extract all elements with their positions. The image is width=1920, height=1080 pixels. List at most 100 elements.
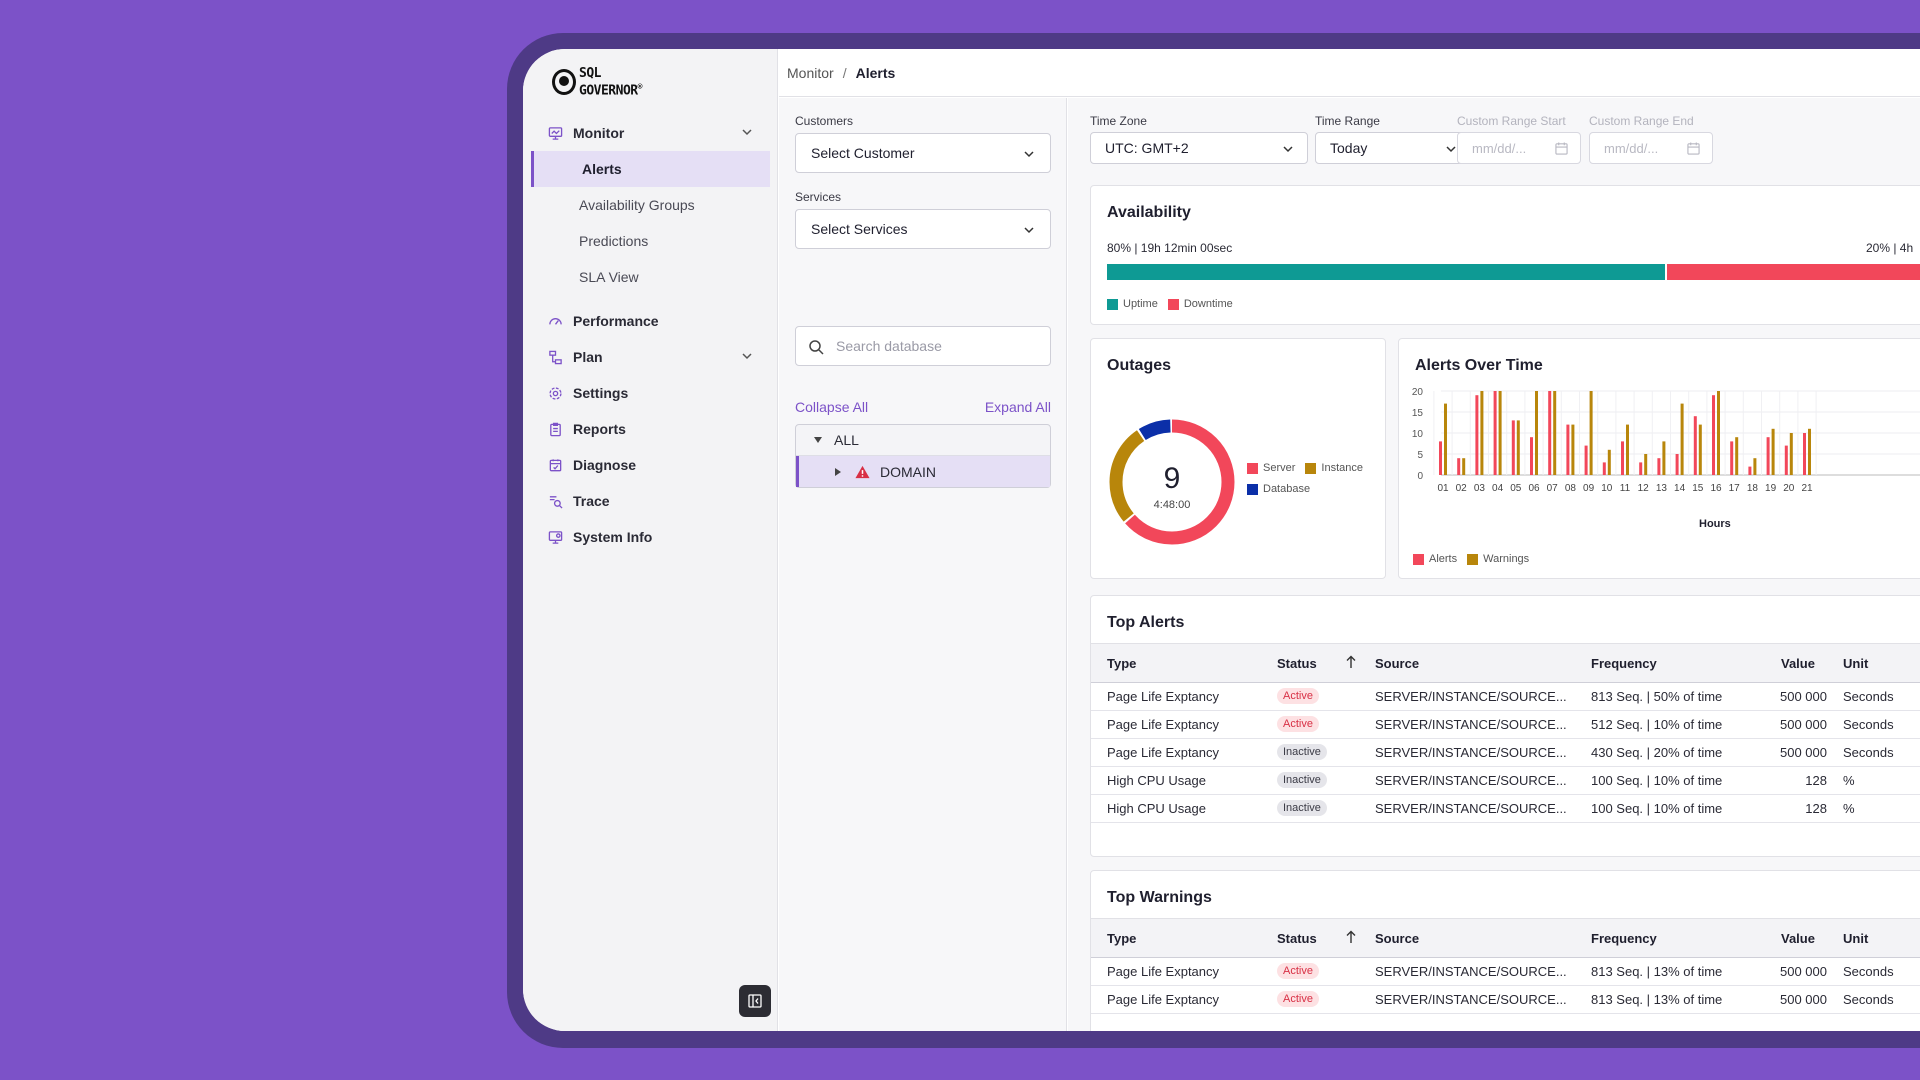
bar-warnings-04 [1498, 391, 1502, 475]
cell-frequency: 813 Seq. | 13% of time [1591, 964, 1723, 979]
database-tree: ALL DOMAIN [795, 424, 1051, 488]
tree-node-all[interactable]: ALL [796, 425, 1050, 456]
chart-title: Alerts Over Time [1415, 357, 1543, 374]
col-type[interactable]: Type [1107, 656, 1137, 671]
uptime-label: 80% | 19h 12min 00sec [1107, 241, 1233, 255]
col-value[interactable]: Value [1781, 656, 1815, 671]
table-row[interactable]: High CPU Usage Inactive SERVER/INSTANCE/SO… [1091, 795, 1920, 823]
x-tick-label: 05 [1510, 483, 1522, 494]
custom-end-input[interactable]: mm/dd/... [1589, 132, 1713, 164]
table-row[interactable]: Page Life Exptancy Active SERVER/INSTANCE/… [1091, 986, 1920, 1014]
cell-type: High CPU Usage [1107, 773, 1206, 788]
cell-source: SERVER/INSTANCE/SOURCE... [1375, 964, 1567, 979]
sidebar-item-label: Performance [573, 313, 659, 329]
sidebar-item-reports[interactable]: Reports [523, 411, 778, 447]
sidebar-item-diagnose[interactable]: Diagnose [523, 447, 778, 483]
sidebar-item-monitor[interactable]: Monitor [523, 115, 778, 151]
table-row[interactable]: Page Life Exptancy Active SERVER/INSTANCE/… [1091, 958, 1920, 986]
timerange-select[interactable]: Today [1315, 132, 1471, 164]
col-value[interactable]: Value [1781, 931, 1815, 946]
col-source[interactable]: Source [1375, 656, 1420, 671]
col-unit[interactable]: Unit [1843, 656, 1869, 671]
col-unit[interactable]: Unit [1843, 931, 1869, 946]
alerts-over-time-card: Alerts Over Time 0 5 10 15 20 01 02 03 04 05 06 07 0… [1398, 338, 1920, 579]
col-type[interactable]: Type [1107, 931, 1137, 946]
sidebar-item-plan[interactable]: Plan [523, 339, 778, 375]
sidebar-subitem-predictions[interactable]: Predictions [579, 233, 649, 249]
x-tick-label: 10 [1601, 483, 1613, 494]
collapse-sidebar-button[interactable] [739, 985, 771, 1017]
top-warnings-card: Top Warnings Type Status Source Frequenc… [1090, 870, 1920, 1031]
sidebar-subitem-sla-view[interactable]: SLA View [579, 269, 639, 285]
bar-warnings-01 [1444, 403, 1447, 475]
sidebar-item-label: Plan [573, 349, 603, 365]
bar-warnings-07 [1553, 391, 1557, 475]
y-tick-label: 20 [1412, 387, 1424, 398]
chevron-down-icon[interactable] [740, 125, 754, 139]
status-badge: Active [1277, 963, 1319, 979]
cell-type: Page Life Exptancy [1107, 717, 1220, 732]
outages-title: Outages [1107, 357, 1172, 374]
sidebar-subitem-availability-groups[interactable]: Availability Groups [579, 197, 695, 213]
legend-downtime: Downtime [1183, 298, 1233, 310]
bar-alerts-01 [1439, 441, 1442, 475]
col-status[interactable]: Status [1277, 931, 1317, 946]
table-row[interactable]: High CPU Usage Inactive SERVER/INSTANCE/SO… [1091, 767, 1920, 795]
cell-source: SERVER/INSTANCE/SOURCE... [1375, 717, 1567, 732]
sidebar-item-settings[interactable]: Settings [523, 375, 778, 411]
bar-warnings-21 [1808, 428, 1811, 475]
customer-select[interactable]: Select Customer [795, 133, 1051, 173]
bar-alerts-11 [1621, 441, 1624, 475]
table-row[interactable]: Page Life Exptancy Active SERVER/INSTANCE/… [1091, 711, 1920, 739]
bar-alerts-08 [1566, 424, 1570, 475]
custom-start-placeholder: mm/dd/... [1472, 140, 1527, 156]
bar-warnings-19 [1771, 428, 1775, 475]
chevron-down-icon[interactable] [740, 349, 754, 363]
col-frequency[interactable]: Frequency [1591, 656, 1657, 671]
sort-ascending-icon[interactable] [1345, 930, 1357, 944]
x-tick-label: 17 [1729, 483, 1741, 494]
y-tick-label: 5 [1417, 450, 1423, 461]
x-tick-label: 07 [1547, 483, 1559, 494]
y-tick-label: 10 [1412, 429, 1424, 440]
table-row[interactable]: Page Life Exptancy Inactive SERVER/INSTANC… [1091, 739, 1920, 767]
cell-source: SERVER/INSTANCE/SOURCE... [1375, 773, 1567, 788]
sidebar-item-trace[interactable]: Trace [523, 483, 778, 519]
sidebar-item-performance[interactable]: Performance [523, 303, 778, 339]
bar-alerts-04 [1493, 391, 1497, 475]
bar-alerts-16 [1712, 395, 1715, 475]
table-row[interactable]: Page Life Exptancy Active SERVER/INSTANCE/… [1091, 683, 1920, 711]
caret-right-icon[interactable] [835, 467, 841, 476]
col-source[interactable]: Source [1375, 931, 1420, 946]
tree-node-domain[interactable]: DOMAIN [796, 456, 1050, 487]
sidebar-subitem-alerts[interactable]: Alerts [531, 151, 770, 187]
timezone-select[interactable]: UTC: GMT+2 [1090, 132, 1308, 164]
sidebar-item-system-info[interactable]: System Info [523, 519, 778, 555]
expand-all-link[interactable]: Expand All [984, 399, 1051, 415]
bar-warnings-13 [1662, 441, 1666, 475]
legend-server: Server [1263, 462, 1296, 474]
bar-warnings-20 [1789, 433, 1793, 475]
col-frequency[interactable]: Frequency [1591, 931, 1657, 946]
bar-warnings-02 [1462, 458, 1466, 475]
col-status[interactable]: Status [1277, 656, 1317, 671]
clipboard-icon [547, 421, 563, 437]
custom-start-input[interactable]: mm/dd/... [1457, 132, 1581, 164]
collapse-all-link[interactable]: Collapse All [795, 399, 869, 415]
services-select[interactable]: Select Services [795, 209, 1051, 249]
x-tick-label: 16 [1710, 483, 1722, 494]
cell-value: 500 000 [1780, 992, 1827, 1007]
y-tick-label: 15 [1412, 408, 1424, 419]
sidebar-item-label: Diagnose [573, 457, 637, 473]
customer-select-value: Select Customer [811, 145, 915, 161]
bar-alerts-15 [1693, 416, 1697, 475]
sidebar-item-label: Monitor [573, 125, 625, 141]
caret-down-icon[interactable] [814, 437, 822, 443]
breadcrumb-monitor[interactable]: Monitor [787, 64, 834, 81]
sort-ascending-icon[interactable] [1345, 655, 1357, 669]
downtime-label: 20% | 4h [1866, 241, 1914, 255]
bar-alerts-12 [1639, 462, 1643, 475]
cell-type: High CPU Usage [1107, 801, 1206, 816]
search-input[interactable]: Search database [795, 326, 1051, 366]
uptime-segment [1107, 264, 1667, 280]
